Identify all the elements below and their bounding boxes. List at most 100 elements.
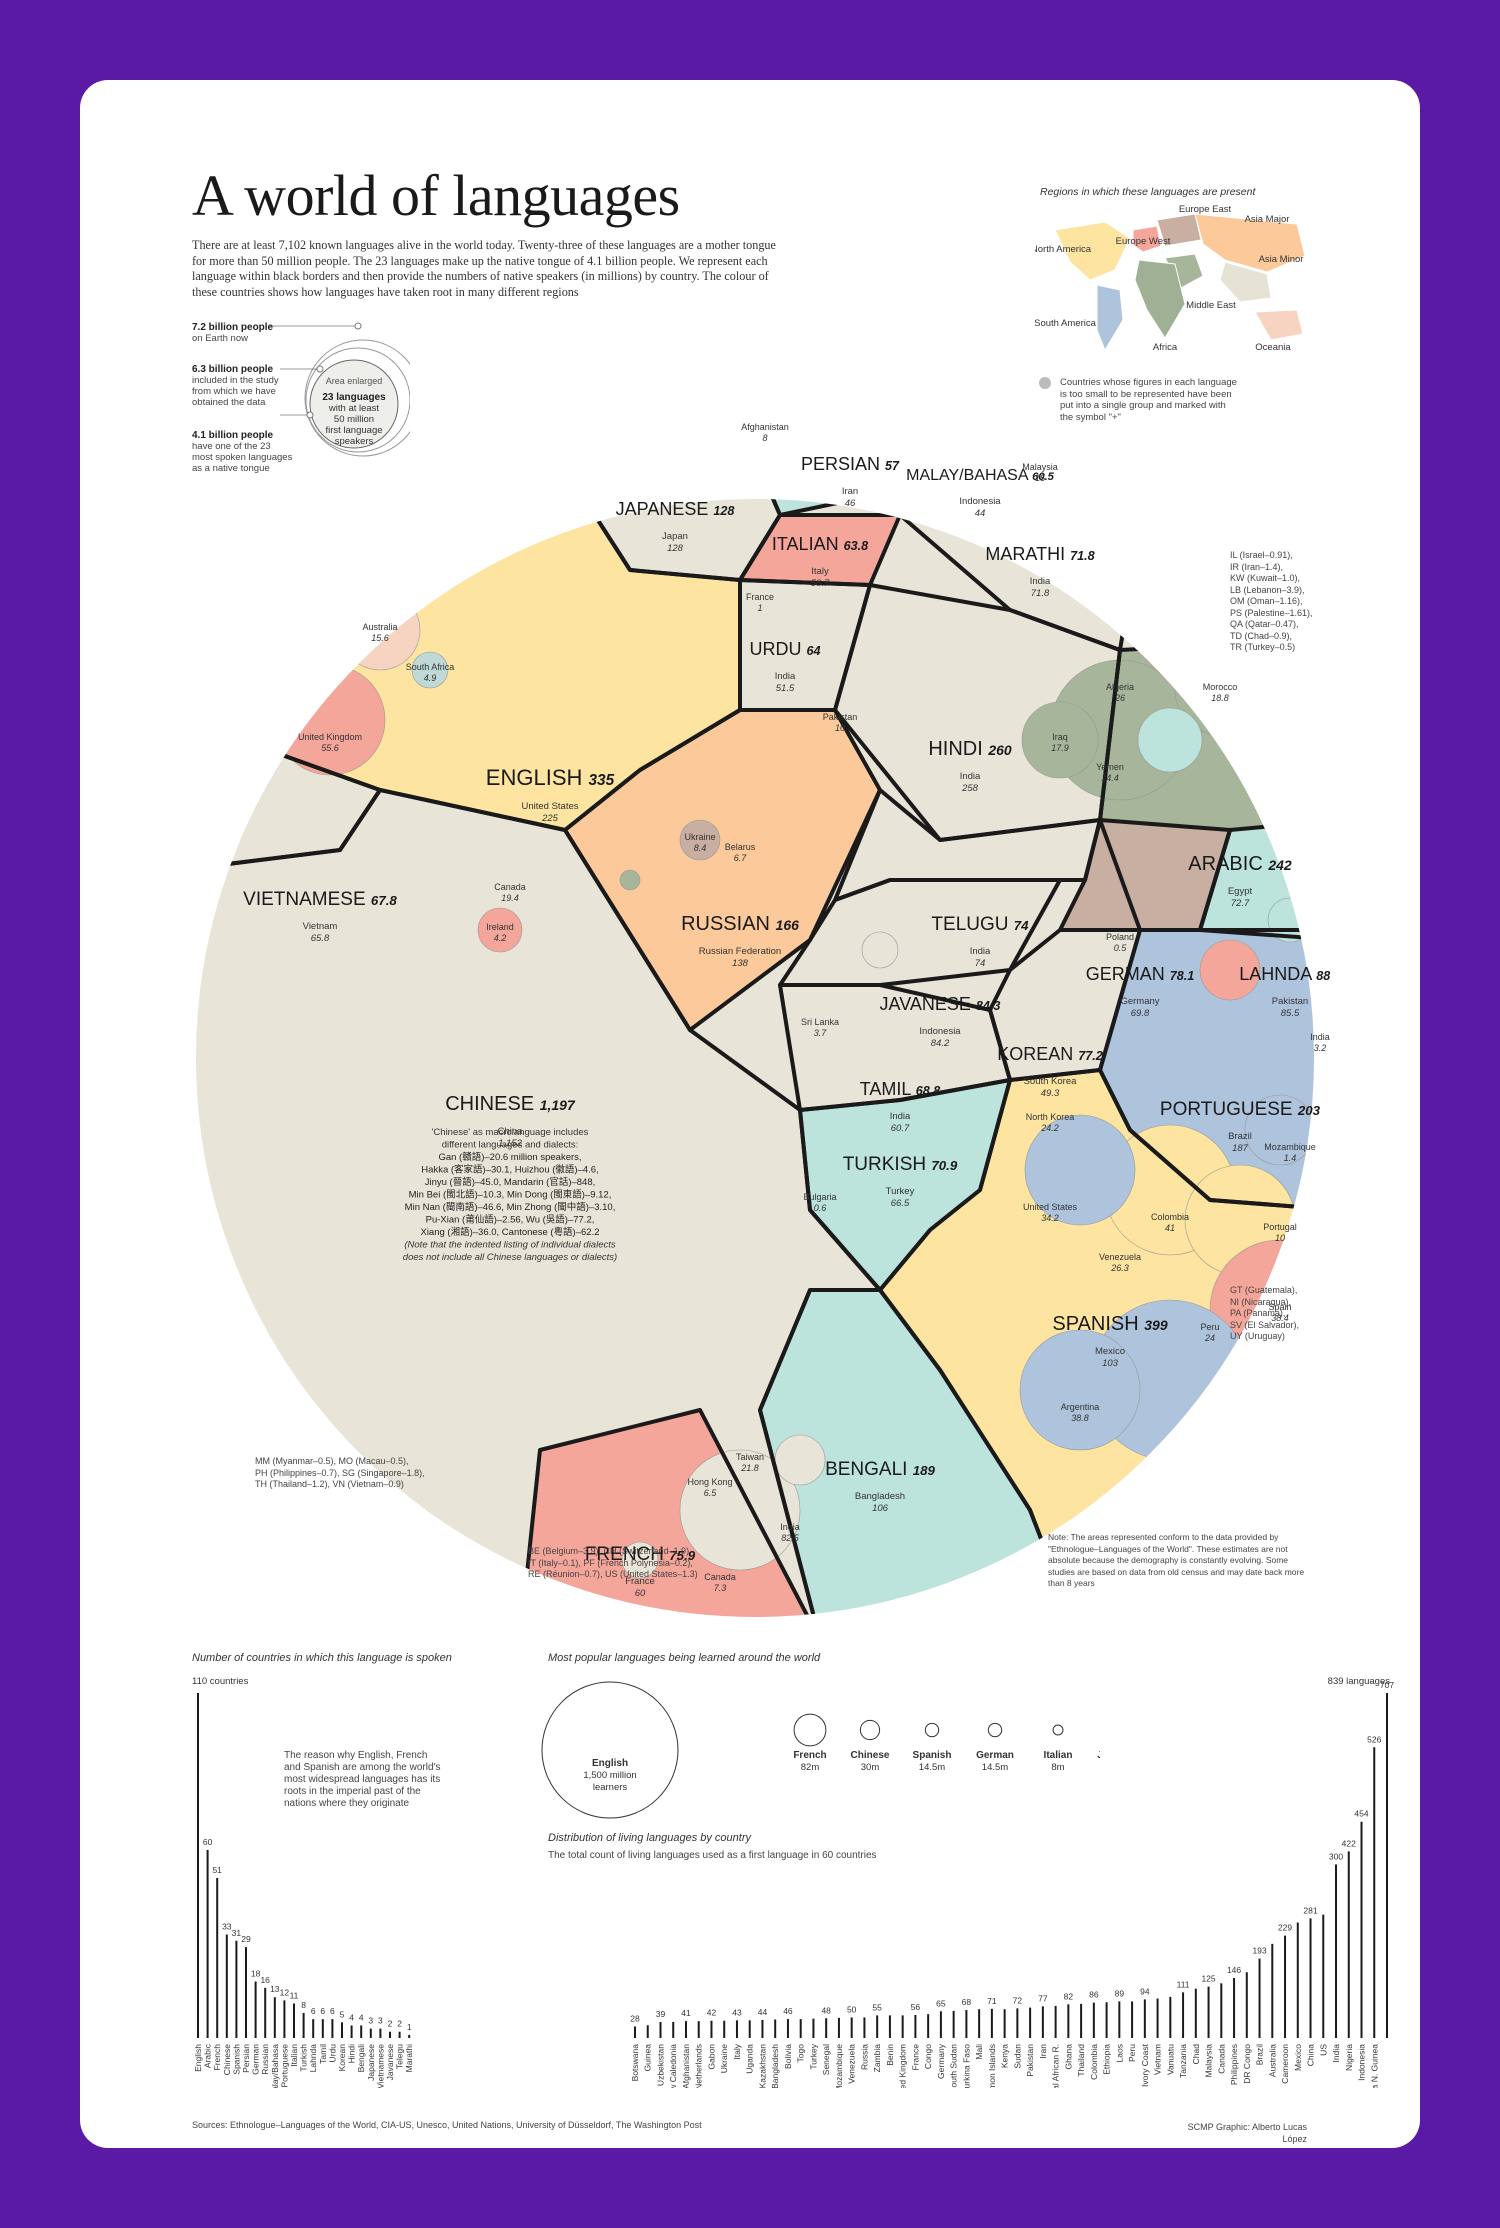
distribution-bar-value: 707: [1380, 1680, 1394, 1690]
chinese-note-line: Gan (贛語)–20.6 million speakers,: [438, 1151, 581, 1163]
distribution-category-label: Ukraine: [719, 2044, 729, 2074]
country-value: 8: [762, 433, 767, 443]
note-line: TH (Thailand–1.2), VN (Vietnam–0.9): [255, 1479, 404, 1489]
country-label: Vietnam: [303, 921, 338, 932]
distribution-bar-value: 44: [758, 2007, 768, 2017]
legend-r2-sub: obtained the data: [192, 397, 266, 408]
learner-bubble: [1052, 1724, 1064, 1736]
country-value: 26: [1114, 693, 1125, 703]
distribution-category-label: New Caledonia: [668, 2044, 678, 2088]
chinese-note-line: Xiang (湘語)–36.0, Cantonese (粵語)–62.2: [420, 1226, 599, 1238]
distribution-category-label: Ethiopia: [1102, 2044, 1112, 2075]
small-group-note: Countries whose figures in each language…: [1060, 377, 1237, 423]
country-value: 46: [845, 498, 856, 509]
language-cell-bengali: [760, 1290, 1080, 1618]
country-value: 24: [1204, 1333, 1215, 1343]
country-value: 24.2: [1040, 1123, 1059, 1133]
countries-bar-value: 13: [270, 1984, 280, 1994]
country-label: Egypt: [1228, 886, 1253, 897]
country-label: Peru: [1200, 1322, 1219, 1332]
countries-bar-value: 1: [407, 2022, 412, 2032]
country-value: 187: [1232, 1143, 1249, 1154]
small-group-marker: [1039, 377, 1051, 389]
distribution-category-label: Botswana: [630, 2044, 640, 2082]
country-bubble: [1019, 1329, 1141, 1451]
country-value: 71.8: [1031, 588, 1050, 599]
language-total: 67.8: [371, 893, 397, 908]
chinese-note-line: Jinyu (晉語)–45.0, Mandarin (官話)–848,: [425, 1176, 596, 1188]
countries-category-label: Arabic: [203, 2043, 213, 2068]
note-line: PS (Palestine–1.61),: [1230, 607, 1313, 618]
country-value: 258: [961, 783, 979, 794]
region-africa: [1134, 259, 1186, 339]
legend-center: first language: [325, 425, 382, 436]
country-value: 21.8: [740, 1463, 759, 1473]
country-label: Hong Kong: [687, 1477, 732, 1487]
country-label: India: [890, 1111, 911, 1122]
legend-r2-title: 6.3 billion people: [192, 364, 274, 375]
chinese-note-line: different languages and dialects:: [442, 1140, 579, 1151]
language-label: CHINESE 1,197: [445, 1093, 576, 1115]
country-value: 4.2: [494, 933, 507, 943]
country-value: 6.5: [704, 1488, 718, 1498]
distribution-bar-value: 41: [681, 2008, 691, 2018]
country-bubble: [1024, 1114, 1136, 1226]
legend-center: speakers: [335, 436, 374, 447]
language-cell-japanese: [540, 498, 780, 580]
language-label: TELUGU 74: [931, 914, 1029, 935]
legend-r2-sub: from which we have: [192, 386, 276, 397]
country-value: 34.2: [1041, 1213, 1059, 1223]
region-asia_minor: [1219, 261, 1272, 303]
country-label: North Korea: [1026, 1112, 1075, 1122]
region-label: Africa: [1153, 342, 1178, 353]
country-label: Afghanistan: [741, 422, 789, 432]
countries-category-label: German: [251, 2044, 261, 2075]
learner-value: 30m: [861, 1762, 880, 1773]
country-label: France: [746, 592, 774, 602]
country-label: China: [498, 1126, 524, 1137]
legend-r2-sub: included in the study: [192, 375, 279, 386]
region-label: Middle East: [1186, 300, 1236, 311]
country-label: Iran: [842, 486, 858, 497]
distribution-chart-title: Distribution of living languages by coun…: [548, 1832, 752, 1844]
infographic-card: A world of languages There are at least …: [80, 80, 1420, 2148]
learner-value: 8m: [1051, 1762, 1064, 1773]
country-label: India: [1310, 1032, 1330, 1042]
countries-category-label: English: [193, 2044, 203, 2072]
population-rings-legend: 7.2 billion people on Earth now 6.3 bill…: [192, 322, 410, 474]
learners-chart-title: Most popular languages being learned aro…: [548, 1652, 821, 1664]
country-value: 0.6: [814, 1203, 827, 1213]
countries-bar-value: 11: [290, 1991, 299, 2001]
country-label: Venezuela: [1099, 1252, 1141, 1262]
distribution-category-label: Thailand: [1076, 2044, 1086, 2077]
distribution-category-label: Ghana: [1063, 2044, 1073, 2070]
country-value: 41: [1165, 1223, 1175, 1233]
region-label: Europe West: [1116, 236, 1171, 247]
language-label: VIETNAMESE 67.8: [243, 889, 397, 910]
region-europe_west: [1132, 225, 1162, 253]
language-label: TURKISH 70.9: [843, 1154, 958, 1175]
country-value: 14.4: [1101, 773, 1119, 783]
countries-chart-title: Number of countries in which this langua…: [192, 1652, 452, 1664]
countries-bar-value: 3: [368, 2016, 373, 2026]
countries-annotation: The reason why English, French and Spani…: [284, 1750, 441, 1809]
language-label: FRENCH 75.9: [585, 1544, 696, 1565]
distribution-category-label: South Sudan: [949, 2044, 959, 2088]
learner-bubble: [541, 1681, 679, 1819]
country-value: 1: [757, 603, 762, 613]
distribution-category-label: Russia: [859, 2044, 869, 2070]
country-label: Indonesia: [919, 1026, 961, 1037]
note-line: PH (Philippines–0.7), SG (Singapore–1.8)…: [255, 1467, 425, 1478]
region-europe_east: [1156, 213, 1202, 247]
distribution-category-label: India: [1331, 2044, 1341, 2063]
distribution-category-label: Congo: [923, 2044, 933, 2069]
distribution-category-label: Sudan: [1012, 2044, 1022, 2069]
countries-bar-value: 33: [222, 1922, 232, 1932]
distribution-category-label: Central African R.: [1051, 2044, 1061, 2088]
country-label: India: [775, 671, 796, 682]
country-label: Colombia: [1151, 1212, 1189, 1222]
distribution-category-label: Pakistan: [1025, 2044, 1035, 2077]
language-cell-french: [520, 1410, 820, 1618]
country-label: United States: [521, 801, 578, 812]
